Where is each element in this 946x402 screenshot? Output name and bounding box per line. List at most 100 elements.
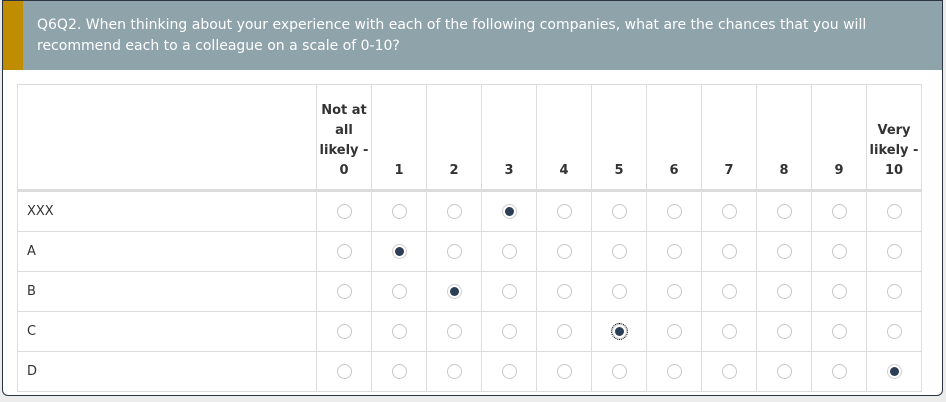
radio-button[interactable] <box>556 244 572 259</box>
radio-cell[interactable] <box>591 190 647 232</box>
radio-cell[interactable] <box>701 231 757 272</box>
radio-cell[interactable] <box>371 190 427 232</box>
radio-cell[interactable] <box>811 231 867 272</box>
radio-cell[interactable] <box>756 351 812 392</box>
radio-cell[interactable] <box>866 271 922 312</box>
radio-button[interactable] <box>666 364 682 379</box>
radio-button[interactable] <box>446 284 462 299</box>
radio-button[interactable] <box>556 364 572 379</box>
radio-button[interactable] <box>556 204 572 219</box>
radio-cell[interactable] <box>371 351 427 392</box>
radio-cell[interactable] <box>371 231 427 272</box>
radio-button[interactable] <box>721 244 737 259</box>
radio-cell[interactable] <box>646 311 702 352</box>
radio-cell[interactable] <box>756 231 812 272</box>
radio-cell[interactable] <box>756 311 812 352</box>
radio-button[interactable] <box>776 204 792 219</box>
radio-button[interactable] <box>666 244 682 259</box>
radio-cell[interactable] <box>481 231 537 272</box>
radio-cell[interactable] <box>316 190 372 232</box>
radio-cell[interactable] <box>756 190 812 232</box>
radio-button[interactable] <box>721 364 737 379</box>
radio-cell[interactable] <box>866 190 922 232</box>
radio-cell[interactable] <box>811 271 867 312</box>
radio-cell[interactable] <box>481 271 537 312</box>
radio-button[interactable] <box>391 364 407 379</box>
radio-button[interactable] <box>666 284 682 299</box>
radio-cell[interactable] <box>316 351 372 392</box>
radio-button[interactable] <box>886 244 902 259</box>
radio-cell[interactable] <box>316 271 372 312</box>
radio-button[interactable] <box>336 364 352 379</box>
radio-button[interactable] <box>886 324 902 339</box>
radio-button[interactable] <box>556 324 572 339</box>
radio-button[interactable] <box>721 284 737 299</box>
radio-button[interactable] <box>610 323 628 340</box>
radio-cell[interactable] <box>701 351 757 392</box>
radio-button[interactable] <box>611 284 627 299</box>
radio-cell[interactable] <box>646 190 702 232</box>
radio-button[interactable] <box>446 324 462 339</box>
radio-cell[interactable] <box>701 271 757 312</box>
radio-button[interactable] <box>776 324 792 339</box>
radio-button[interactable] <box>721 324 737 339</box>
radio-cell[interactable] <box>481 190 537 232</box>
radio-button[interactable] <box>336 324 352 339</box>
radio-cell[interactable] <box>646 231 702 272</box>
radio-button[interactable] <box>391 284 407 299</box>
radio-cell[interactable] <box>426 190 482 232</box>
radio-button[interactable] <box>501 324 517 339</box>
radio-cell[interactable] <box>591 231 647 272</box>
radio-cell[interactable] <box>426 311 482 352</box>
radio-cell[interactable] <box>536 190 592 232</box>
radio-button[interactable] <box>501 364 517 379</box>
radio-button[interactable] <box>501 244 517 259</box>
radio-cell[interactable] <box>536 351 592 392</box>
radio-button[interactable] <box>501 284 517 299</box>
radio-button[interactable] <box>831 364 847 379</box>
radio-cell[interactable] <box>811 311 867 352</box>
radio-button[interactable] <box>391 324 407 339</box>
radio-cell[interactable] <box>591 311 647 352</box>
radio-button[interactable] <box>831 204 847 219</box>
radio-button[interactable] <box>886 364 902 379</box>
radio-button[interactable] <box>611 364 627 379</box>
radio-button[interactable] <box>776 244 792 259</box>
radio-button[interactable] <box>831 284 847 299</box>
radio-button[interactable] <box>446 204 462 219</box>
radio-cell[interactable] <box>536 231 592 272</box>
radio-cell[interactable] <box>536 271 592 312</box>
radio-button[interactable] <box>556 284 572 299</box>
radio-cell[interactable] <box>646 351 702 392</box>
radio-cell[interactable] <box>426 271 482 312</box>
radio-button[interactable] <box>446 364 462 379</box>
radio-cell[interactable] <box>701 190 757 232</box>
radio-button[interactable] <box>446 244 462 259</box>
radio-cell[interactable] <box>371 311 427 352</box>
radio-button[interactable] <box>336 284 352 299</box>
radio-cell[interactable] <box>316 311 372 352</box>
radio-button[interactable] <box>391 204 407 219</box>
radio-button[interactable] <box>776 284 792 299</box>
radio-cell[interactable] <box>811 190 867 232</box>
radio-button[interactable] <box>336 204 352 219</box>
radio-cell[interactable] <box>371 271 427 312</box>
radio-button[interactable] <box>831 324 847 339</box>
radio-button[interactable] <box>721 204 737 219</box>
radio-cell[interactable] <box>481 311 537 352</box>
radio-cell[interactable] <box>646 271 702 312</box>
radio-button[interactable] <box>611 204 627 219</box>
radio-cell[interactable] <box>756 271 812 312</box>
radio-button[interactable] <box>501 204 517 219</box>
radio-button[interactable] <box>776 364 792 379</box>
radio-button[interactable] <box>666 324 682 339</box>
radio-cell[interactable] <box>701 311 757 352</box>
radio-cell[interactable] <box>481 351 537 392</box>
radio-cell[interactable] <box>426 231 482 272</box>
radio-cell[interactable] <box>316 231 372 272</box>
radio-cell[interactable] <box>426 351 482 392</box>
radio-cell[interactable] <box>866 351 922 392</box>
radio-button[interactable] <box>831 244 847 259</box>
radio-cell[interactable] <box>591 271 647 312</box>
radio-cell[interactable] <box>866 311 922 352</box>
